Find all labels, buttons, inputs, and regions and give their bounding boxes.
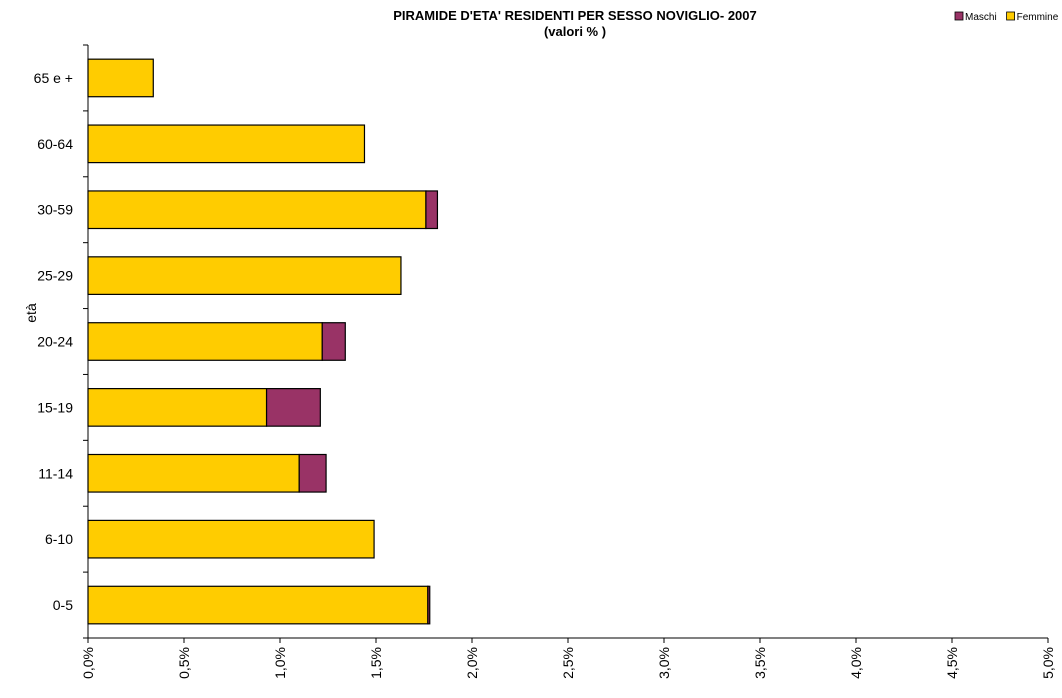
chart-subtitle: (valori % ) (544, 24, 606, 39)
bars-group (87, 58, 439, 625)
bar-maschi-4 (321, 322, 346, 361)
bar-femmine-1 (87, 124, 366, 164)
x-tick-label: 2,5% (560, 647, 576, 679)
y-tick-label: 60-64 (37, 136, 73, 152)
y-tick-label: 0-5 (53, 597, 73, 613)
chart-title: PIRAMIDE D'ETA' RESIDENTI PER SESSO NOVI… (393, 8, 757, 23)
bar-femmine-5 (87, 388, 268, 427)
y-tick-label: 25-29 (37, 268, 73, 284)
y-axis-title: età (23, 303, 39, 323)
bar-femmine-8 (87, 585, 429, 625)
bar-maschi-8 (427, 585, 431, 625)
x-tick-label: 5,0% (1040, 647, 1056, 679)
x-tick-label: 3,5% (752, 647, 768, 679)
x-tick-label: 0,0% (80, 647, 96, 679)
bar-femmine-6 (87, 453, 300, 493)
x-tick-label: 4,0% (848, 647, 864, 679)
x-ticks-group: 0,0% 0,5% 1,0% 1,5% 2,0% 2,5% 3,0% 3,5% 4,0% 4,5%… (80, 638, 1056, 679)
x-tick-label: 0,5% (176, 647, 192, 679)
legend-label-femmine: Femmine (1017, 12, 1059, 23)
bar-maschi-5 (265, 388, 321, 427)
y-tick-label: 15-19 (37, 399, 73, 415)
x-tick-label: 1,0% (272, 647, 288, 679)
y-ticks-group: 65 e + 60-64 30-59 25-29 20-24 15-19 11-14 6-10… (34, 44, 88, 639)
y-tick-label: 11-14 (38, 465, 73, 481)
y-tick-label: 6-10 (45, 531, 73, 547)
bar-femmine-0 (87, 58, 154, 98)
legend: Maschi Femmine (954, 11, 1059, 23)
x-tick-label: 4,5% (944, 647, 960, 679)
y-tick-label: 20-24 (37, 334, 73, 350)
bar-femmine-2 (87, 190, 427, 230)
bar-maschi-2 (425, 190, 439, 230)
x-tick-label: 2,0% (464, 647, 480, 679)
y-tick-label: 30-59 (37, 202, 73, 218)
x-tick-label: 1,5% (368, 647, 384, 679)
legend-swatch-femmine (1006, 11, 1015, 21)
bar-femmine-7 (87, 519, 375, 559)
x-tick-label: 3,0% (656, 647, 672, 679)
legend-swatch-maschi (954, 11, 964, 21)
legend-label-maschi: Maschi (965, 12, 997, 23)
bar-femmine-3 (87, 256, 402, 295)
y-tick-label: 65 e + (34, 70, 73, 86)
bar-maschi-6 (298, 453, 327, 493)
bar-femmine-4 (87, 322, 323, 361)
